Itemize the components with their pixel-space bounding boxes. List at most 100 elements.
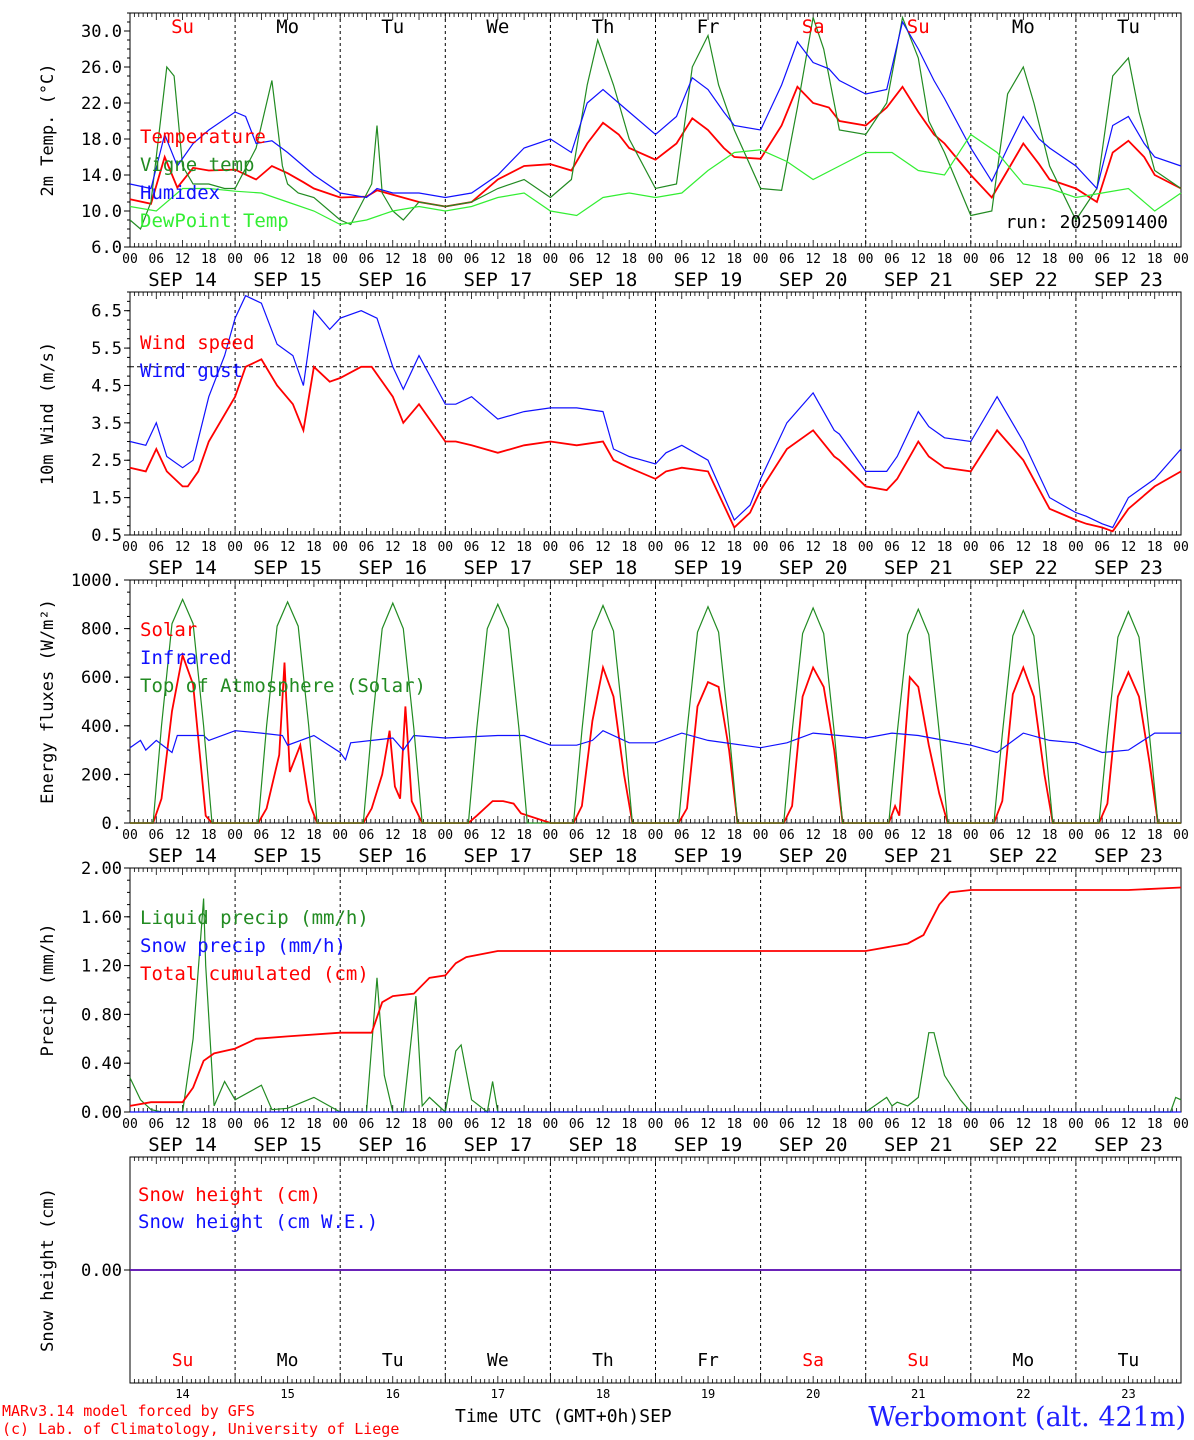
x-hour-label: 06 [1094,828,1110,843]
day-of-week-top: Su [907,16,930,38]
x-hour-label: 06 [464,540,480,555]
legend-entry: Snow height (cm W.E.) [138,1211,378,1233]
x-hour-label: 12 [595,540,611,555]
series-line-dewpoint-temp [129,133,1182,226]
y-tick-label: 0.40 [81,1054,122,1074]
legend-entry: DewPoint Temp [140,210,289,232]
x-hour-label: 18 [201,828,217,843]
day-of-week-top: Sa [802,16,825,38]
y-tick-label: 0. [102,814,122,834]
x-hour-label: 06 [884,828,900,843]
legend-entry: Humidex [140,182,220,204]
y-tick-label: 5.5 [91,339,122,359]
x-hour-label: 18 [411,252,427,267]
x-hour-label: 00 [437,540,453,555]
month-label: SEP [639,1406,672,1427]
day-of-week-bottom: Fr [697,1350,719,1371]
x-hour-label: 06 [359,252,375,267]
y-tick-label: 26.0 [81,58,122,78]
day-of-week-bottom: Mo [1013,1350,1035,1371]
x-date-label: SEP 18 [569,269,638,291]
x-hour-label: 00 [122,540,138,555]
x-date-label: SEP 23 [1094,557,1163,579]
x-hour-label: 06 [674,252,690,267]
y-tick-label: 4.5 [91,376,122,396]
x-hour-label: 12 [1121,252,1137,267]
x-hour-label: 06 [464,1117,480,1132]
x-date-label: SEP 19 [674,845,743,867]
run-label: run: 2025091400 [1005,212,1168,233]
series-line-wind-speed [129,358,1182,533]
x-hour-label: 00 [227,828,243,843]
x-date-label: SEP 17 [464,1134,533,1156]
x-hour-label: 18 [832,540,848,555]
y-tick-label: 200. [81,765,122,785]
x-hour-label: 06 [569,252,585,267]
day-of-week-top: Th [592,16,615,38]
x-hour-label: 18 [621,540,637,555]
day-of-week-top: Mo [1012,16,1035,38]
x-hour-label: 12 [910,252,926,267]
x-hour-label: 12 [805,828,821,843]
x-hour-label: 18 [621,828,637,843]
x-hour-label: 18 [832,1117,848,1132]
x-hour-label: 00 [332,540,348,555]
x-date-label: SEP 14 [148,557,217,579]
x-hour-label: 12 [280,252,296,267]
x-hour-label: 00 [543,252,559,267]
x-hour-label: 06 [1094,540,1110,555]
legend-entry: Liquid precip (mm/h) [140,907,369,929]
x-hour-label: 00 [963,540,979,555]
day-number: 15 [280,1387,294,1401]
x-date-label: SEP 21 [884,269,953,291]
x-hour-label: 06 [254,1117,270,1132]
y-axis-label: Energy fluxes (W/m²) [38,599,58,804]
y-tick-label: 3.5 [91,414,122,434]
legend-entry: Solar [140,619,197,641]
x-hour-label: 06 [779,828,795,843]
x-date-label: SEP 14 [148,269,217,291]
day-number: 17 [491,1387,505,1401]
x-hour-label: 18 [516,828,532,843]
x-hour-label: 12 [805,540,821,555]
x-hour-label: 18 [1147,1117,1163,1132]
x-date-label: SEP 22 [989,845,1058,867]
x-hour-label: 18 [621,1117,637,1132]
x-hour-label: 12 [805,1117,821,1132]
time-axis-label: Time UTC (GMT+0h)SEP [455,1406,672,1427]
x-hour-label: 00 [227,540,243,555]
y-tick-label: 22.0 [81,94,122,114]
series-line-infrared [129,729,1181,762]
y-axis-label: Precip (mm/h) [38,923,58,1056]
series-line-temperature [129,85,1182,208]
y-tick-label: 1.60 [81,908,122,928]
x-hour-label: 18 [832,828,848,843]
x-hour-label: 06 [1094,252,1110,267]
x-hour-label: 18 [201,252,217,267]
x-hour-label: 12 [700,1117,716,1132]
series-line-total-cumulated-cm- [129,886,1182,1107]
x-hour-label: 00 [648,252,664,267]
series-line-liquid-precip-mm-h- [129,898,1182,1114]
x-hour-label: 12 [700,252,716,267]
x-hour-label: 06 [569,1117,585,1132]
x-date-label: SEP 15 [253,845,322,867]
x-hour-label: 12 [910,540,926,555]
x-hour-label: 12 [490,252,506,267]
x-hour-label: 06 [779,1117,795,1132]
x-hour-label: 00 [1068,540,1084,555]
x-hour-label: 18 [411,540,427,555]
day-number: 16 [386,1387,400,1401]
day-number: 18 [596,1387,610,1401]
x-date-label: SEP 22 [989,269,1058,291]
x-hour-label: 12 [1121,1117,1137,1132]
x-hour-label: 12 [1121,540,1137,555]
day-of-week-bottom: Su [907,1350,929,1371]
day-of-week-bottom: Mo [277,1350,299,1371]
x-hour-label: 12 [1121,828,1137,843]
x-hour-label: 06 [148,1117,164,1132]
x-hour-label: 00 [122,1117,138,1132]
x-hour-label: 06 [884,540,900,555]
x-hour-label: 00 [648,828,664,843]
x-hour-label: 00 [753,540,769,555]
